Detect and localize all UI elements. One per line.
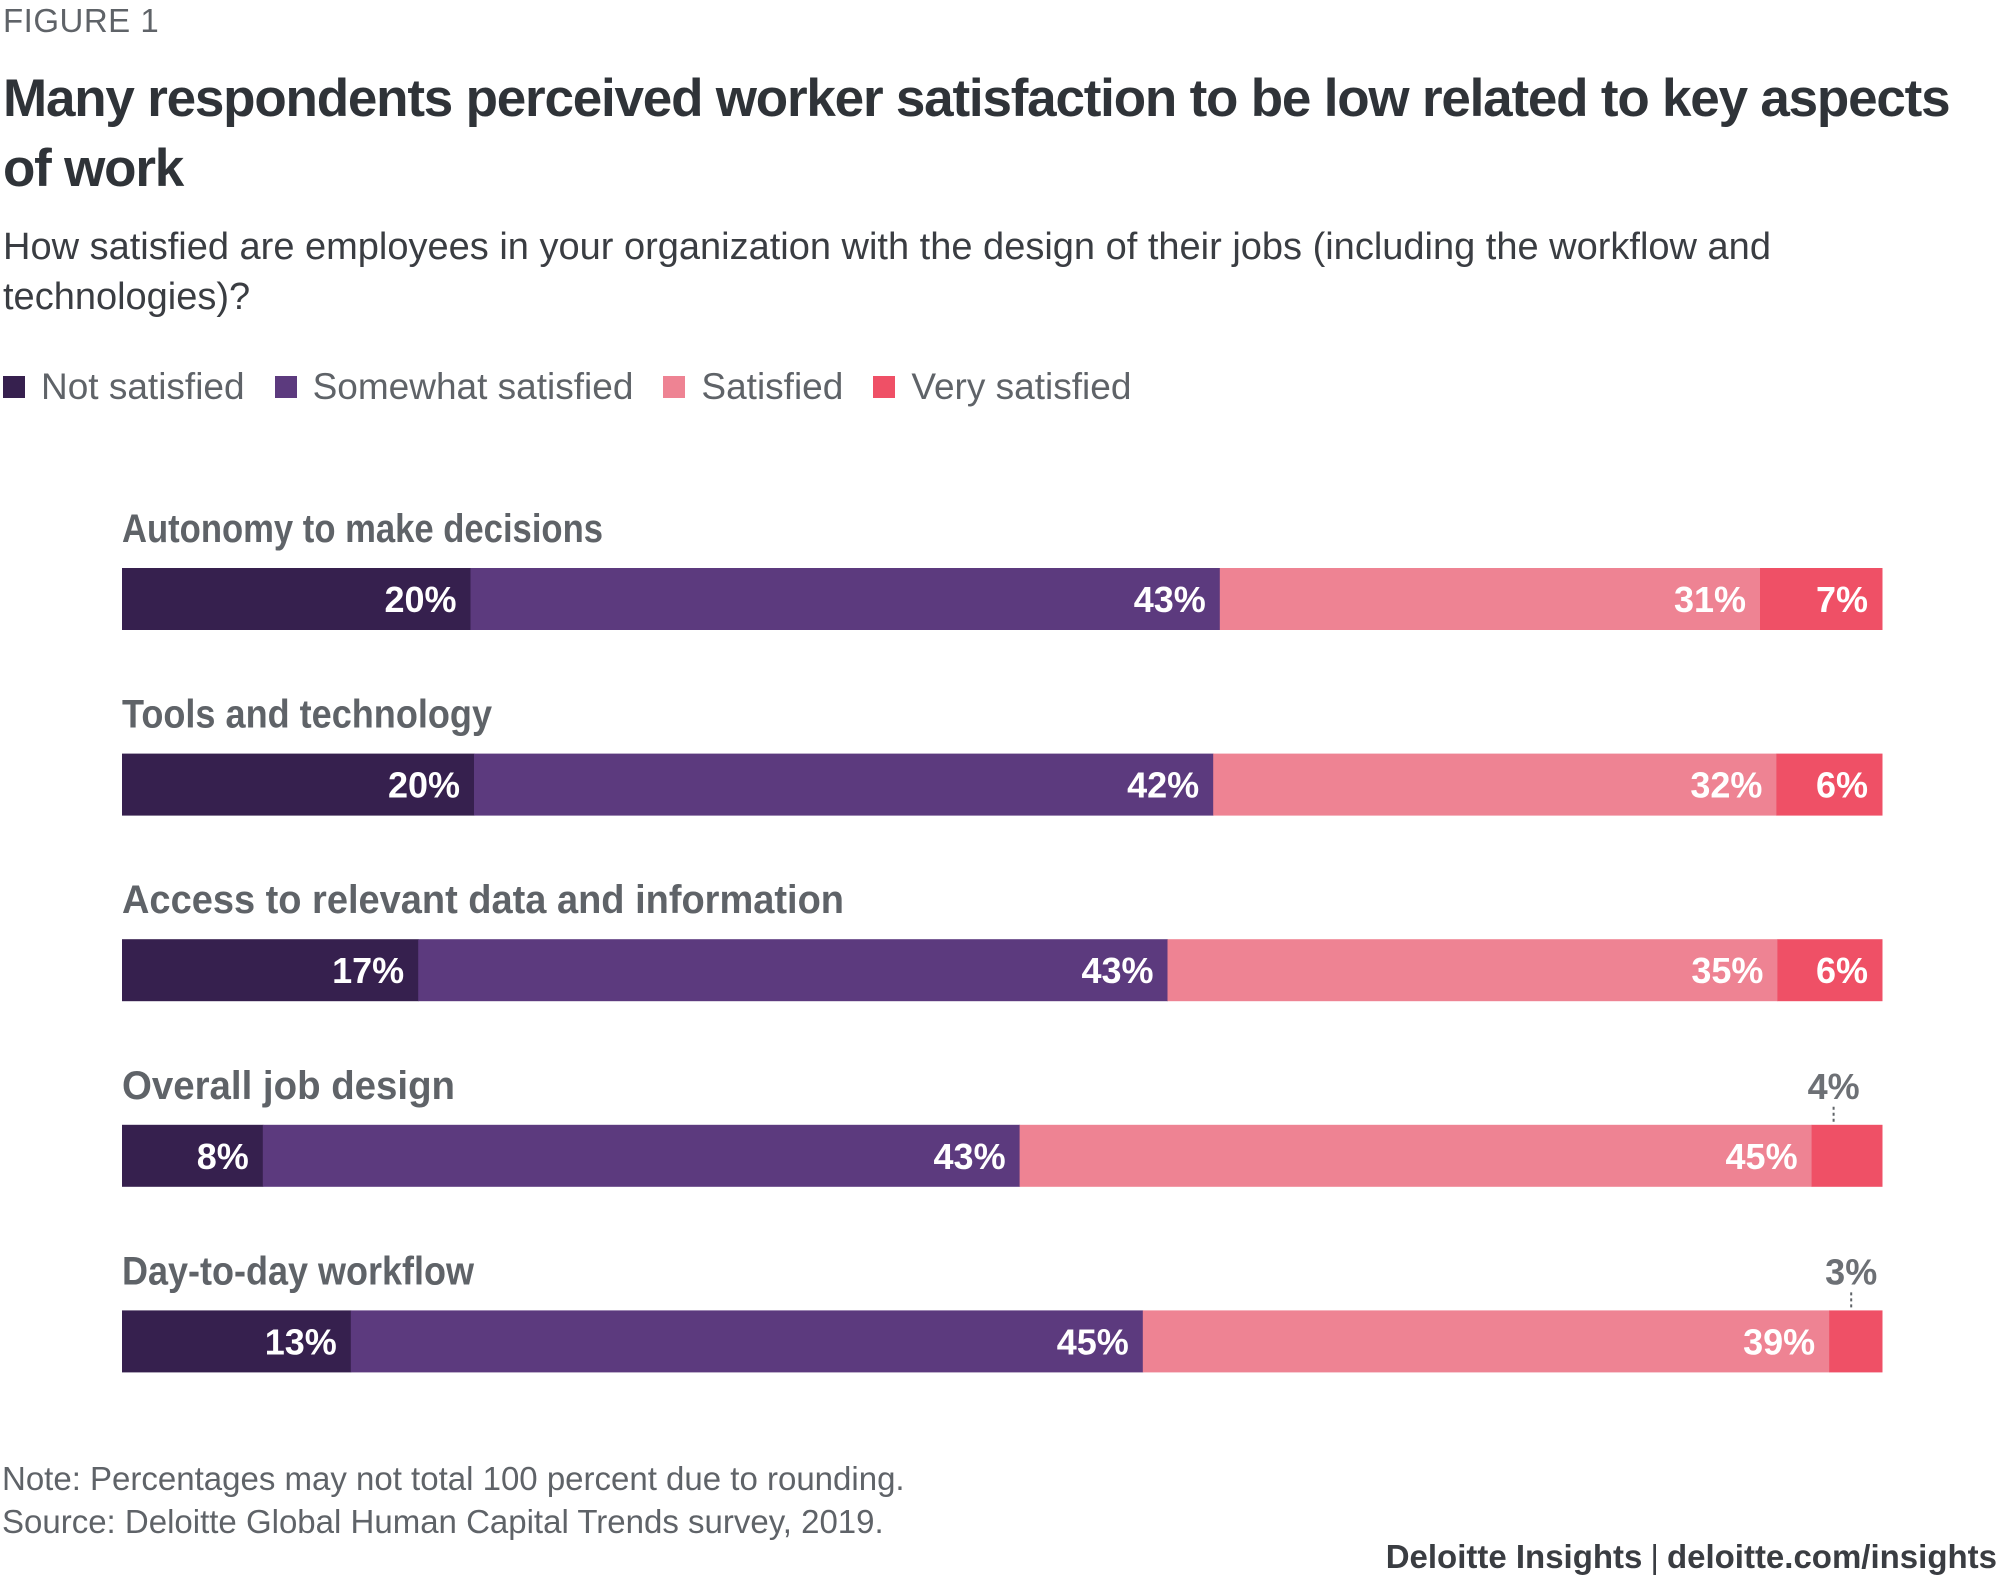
bar-segment-very-satisfied: [1829, 1310, 1883, 1373]
category-label: Tools and technology: [122, 693, 493, 737]
bar-segment-very-satisfied: [1776, 753, 1883, 816]
data-label: 43%: [934, 1136, 1006, 1177]
legend-label: Not satisfied: [41, 366, 245, 407]
bar-segment-very-satisfied: [1760, 568, 1883, 630]
bar-segment-satisfied: [1219, 568, 1761, 630]
legend-item-not-satisfied: Not satisfied: [3, 366, 245, 408]
data-label: 17%: [332, 950, 404, 991]
bar-segment-very-satisfied: [1811, 1124, 1883, 1187]
legend-swatch-icon: [873, 376, 896, 398]
credit: Deloitte Insights | deloitte.com/insights: [1386, 1538, 1997, 1576]
data-label: 43%: [1134, 579, 1206, 620]
legend-swatch-icon: [663, 376, 686, 398]
credit-separator: |: [1650, 1538, 1659, 1575]
data-label: 45%: [1057, 1321, 1129, 1362]
brand-url[interactable]: deloitte.com/insights: [1666, 1538, 1997, 1575]
figure-label: FIGURE 1: [3, 2, 160, 39]
data-label: 43%: [1081, 950, 1153, 991]
data-label: 32%: [1690, 765, 1762, 806]
legend-label: Satisfied: [701, 366, 844, 407]
legend-label: Somewhat satisfied: [312, 366, 634, 407]
bar-segment-very-satisfied: [1777, 939, 1883, 1002]
data-label: 20%: [384, 579, 456, 620]
note-text: Note: Percentages may not total 100 perc…: [2, 1460, 905, 1497]
bar-row-day-to-day-workflow: Day-to-day workflow 13% 45% 39%3%: [122, 1249, 1883, 1373]
bar-row-overall-job-design: Overall job design 8% 43% 45%4%: [122, 1064, 1883, 1187]
bar-row-tools-and-technology: Tools and technology 20% 42% 32% 6%: [122, 693, 1883, 816]
legend-swatch-icon: [3, 376, 25, 398]
category-label: Access to relevant data and information: [122, 878, 844, 922]
data-label: 35%: [1691, 950, 1763, 991]
data-label: 3%: [1825, 1251, 1877, 1292]
bar-row-access-to-relevant-data-and-information: Access to relevant data and information 1…: [122, 878, 1883, 1002]
data-label: 7%: [1816, 579, 1868, 620]
bar-segment-not-satisfied: [122, 1124, 264, 1187]
legend-label: Very satisfied: [911, 366, 1132, 407]
data-label: 6%: [1816, 950, 1868, 991]
data-label: 8%: [197, 1136, 249, 1177]
chart-title: Many respondents perceived worker satisf…: [3, 69, 1951, 198]
legend-item-somewhat-satisfied: Somewhat satisfied: [274, 366, 634, 408]
bar-segment-satisfied: [1019, 1124, 1813, 1187]
bar-segment-not-satisfied: [122, 1310, 352, 1373]
bar-segment-satisfied: [1213, 753, 1777, 816]
data-label: 42%: [1127, 765, 1199, 806]
data-label: 4%: [1808, 1066, 1860, 1107]
bar-segment-not-satisfied: [122, 939, 419, 1002]
bar-segment-satisfied: [1142, 1310, 1830, 1373]
data-label: 20%: [388, 765, 460, 806]
bar-segment-somewhat-satisfied: [262, 1124, 1021, 1187]
data-label: 6%: [1816, 765, 1868, 806]
bar-segment-somewhat-satisfied: [418, 939, 1168, 1002]
legend-swatch-icon: [274, 376, 297, 398]
category-label: Overall job design: [122, 1064, 455, 1108]
data-label: 13%: [265, 1321, 337, 1362]
legend-item-satisfied: Satisfied: [663, 366, 843, 408]
bar-row-autonomy-to-make-decisions: Autonomy to make decisions 20% 43% 31% 7%: [122, 507, 1883, 630]
bar-segment-not-satisfied: [122, 568, 471, 630]
legend-item-very-satisfied: Very satisfied: [873, 366, 1131, 408]
brand-name: Deloitte Insights: [1385, 1538, 1643, 1575]
category-label: Autonomy to make decisions: [122, 507, 603, 551]
source-text: Source: Deloitte Global Human Capital Tr…: [2, 1503, 884, 1540]
bar-segment-not-satisfied: [122, 753, 475, 816]
chart-notes: Note: Percentages may not total 100 perc…: [2, 1457, 905, 1543]
data-label: 39%: [1743, 1321, 1815, 1362]
data-label: 31%: [1674, 579, 1746, 620]
bar-segment-somewhat-satisfied: [350, 1310, 1144, 1373]
bar-segment-somewhat-satisfied: [474, 753, 1214, 816]
stacked-bar-chart: Autonomy to make decisions 20% 43% 31% 7% Too…: [122, 507, 1883, 1373]
data-label: 45%: [1726, 1136, 1798, 1177]
chart-subtitle: How satisfied are employees in your orga…: [3, 226, 1771, 318]
legend: Not satisfied Somewhat satisfied Satisfi…: [3, 366, 1161, 408]
bar-segment-somewhat-satisfied: [470, 568, 1221, 630]
category-label: Day-to-day workflow: [122, 1249, 475, 1293]
bar-segment-satisfied: [1167, 939, 1778, 1002]
